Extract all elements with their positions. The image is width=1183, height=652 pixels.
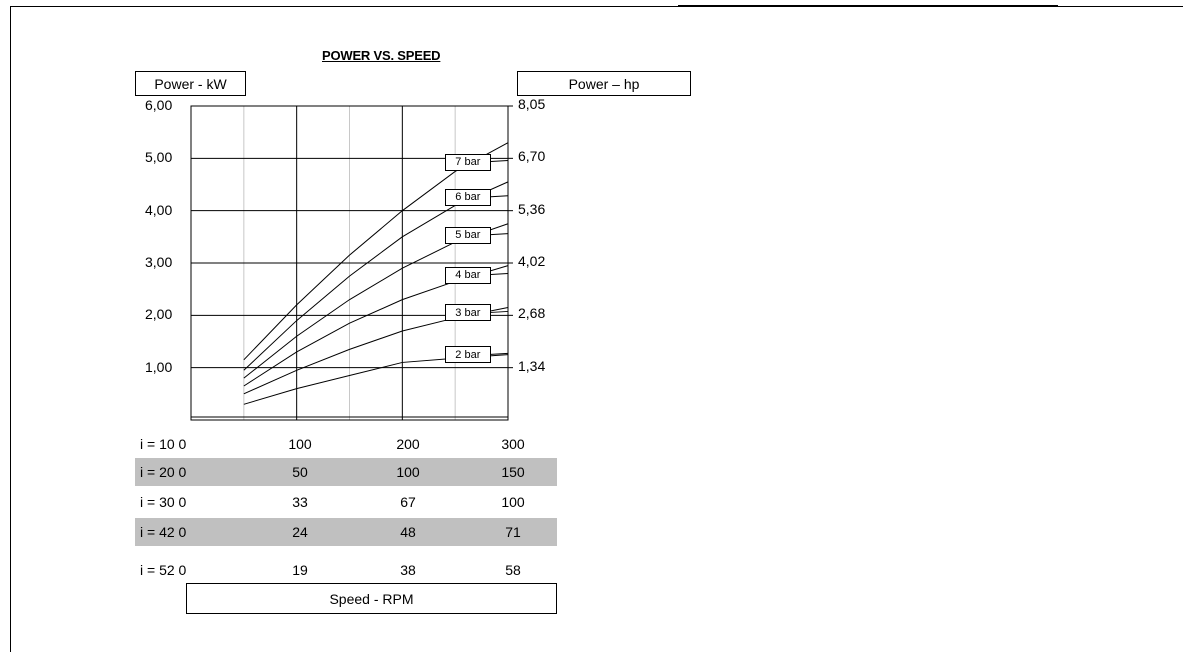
page-frame-top-accent	[678, 5, 1058, 7]
speed-value: 33	[292, 494, 308, 510]
y-tick-right-label: 4,02	[518, 253, 546, 269]
y-tick-left-label: 1,00	[145, 358, 173, 375]
page-frame-top	[10, 6, 1183, 7]
series-label-connector	[490, 233, 509, 236]
speed-value: 300	[501, 436, 525, 452]
speed-value: 48	[400, 524, 416, 540]
series-label-connector	[490, 310, 509, 313]
x-axis-label: Speed - RPM	[186, 583, 557, 614]
y-axis-label-right: Power – hp	[517, 71, 691, 96]
y-tick-right-label: 1,34	[518, 357, 546, 374]
page-frame-left	[10, 6, 11, 652]
speed-value: 100	[288, 436, 312, 452]
y-axis-label-left: Power - kW	[135, 71, 246, 96]
speed-value: 38	[400, 562, 416, 578]
speed-value: 150	[501, 464, 525, 480]
speed-value: 19	[292, 562, 308, 578]
speed-row: i = 52 0 19 38 58	[135, 556, 557, 584]
series-label-2-bar: 2 bar	[444, 346, 491, 364]
speed-value: 58	[505, 562, 521, 578]
series-label-7-bar: 7 bar	[444, 153, 491, 171]
series-label-5-bar: 5 bar	[444, 226, 491, 244]
ratio-label: i = 42 0	[140, 524, 187, 540]
series-label-connector	[490, 352, 509, 355]
y-tick-left-label: 3,00	[145, 254, 173, 270]
y-tick-right-label: 6,70	[518, 148, 546, 165]
series-label-connector	[490, 195, 509, 198]
chart-title: POWER VS. SPEED	[322, 48, 441, 63]
ratio-label: i = 10 0	[140, 436, 187, 452]
y-tick-left-label: 4,00	[145, 201, 173, 218]
ratio-label: i = 52 0	[140, 562, 187, 578]
speed-row: i = 20 0 50 100 150	[135, 458, 557, 486]
y-tick-left-label: 2,00	[145, 306, 173, 323]
series-label-connector	[490, 160, 509, 163]
speed-value: 67	[400, 494, 416, 510]
y-tick-left-label: 6,00	[145, 97, 173, 113]
speed-value: 100	[396, 464, 420, 480]
series-label-6-bar: 6 bar	[444, 188, 491, 206]
speed-row: i = 10 0 100 200 300	[135, 430, 557, 458]
series-label-connector	[490, 273, 509, 276]
speed-value: 24	[292, 524, 308, 540]
series-line-7-bar	[243, 142, 509, 361]
speed-value: 50	[292, 464, 308, 480]
speed-row: i = 42 0 24 48 71	[135, 518, 557, 546]
series-label-3-bar: 3 bar	[444, 304, 491, 322]
y-tick-right-label: 5,36	[518, 200, 546, 217]
y-tick-left-label: 5,00	[145, 149, 173, 166]
y-tick-right-label: 2,68	[518, 305, 546, 322]
ratio-label: i = 20 0	[140, 464, 187, 480]
y-tick-right-label: 8,05	[518, 96, 546, 112]
speed-value: 71	[505, 524, 521, 540]
speed-value: 200	[396, 436, 420, 452]
speed-value: 100	[501, 494, 525, 510]
speed-row: i = 30 0 33 67 100	[135, 488, 557, 516]
ratio-label: i = 30 0	[140, 494, 187, 510]
series-label-4-bar: 4 bar	[444, 266, 491, 284]
